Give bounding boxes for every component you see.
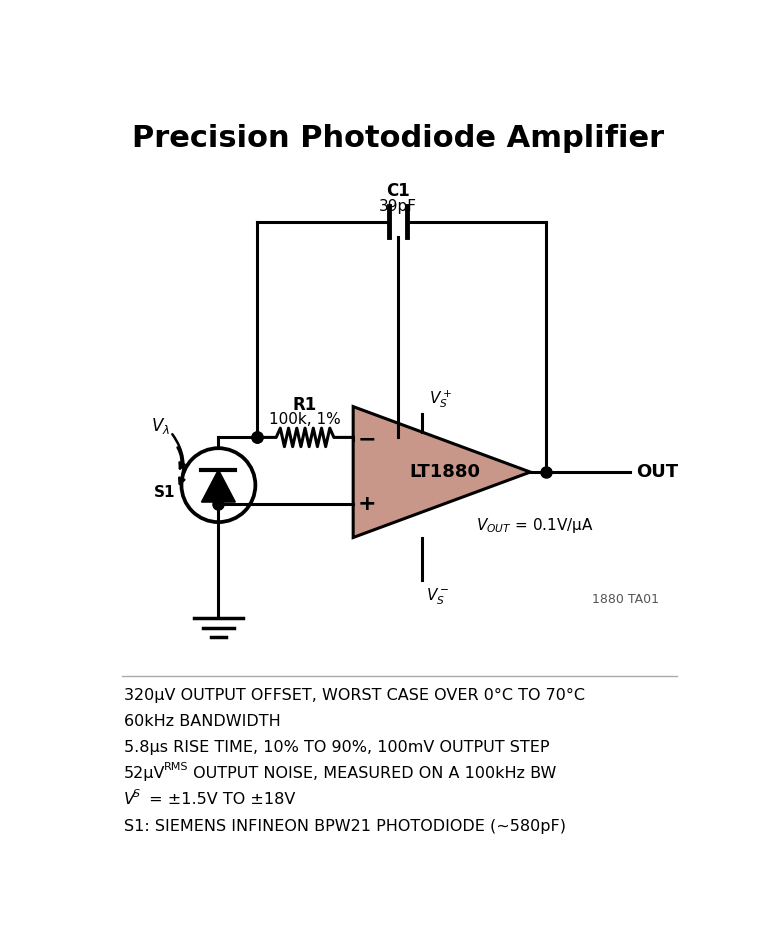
Text: 60kHz BANDWIDTH: 60kHz BANDWIDTH xyxy=(124,713,280,729)
Text: 39pF: 39pF xyxy=(379,200,416,214)
Polygon shape xyxy=(354,407,530,538)
Text: = ±1.5V TO ±18V: = ±1.5V TO ±18V xyxy=(144,792,295,808)
Text: S1: S1 xyxy=(154,485,176,501)
Text: S1: SIEMENS INFINEON BPW21 PHOTODIODE (~580pF): S1: SIEMENS INFINEON BPW21 PHOTODIODE (~… xyxy=(124,819,566,833)
Text: R1: R1 xyxy=(293,396,317,414)
Text: −: − xyxy=(357,429,376,449)
Text: $V_\lambda$: $V_\lambda$ xyxy=(152,416,170,436)
Text: $V_{OUT}$ = 0.1V/µA: $V_{OUT}$ = 0.1V/µA xyxy=(476,517,594,536)
Text: LT1880: LT1880 xyxy=(409,463,481,481)
Text: 1880 TA01: 1880 TA01 xyxy=(592,593,659,605)
Text: OUT: OUT xyxy=(636,463,678,481)
Text: S: S xyxy=(133,789,140,799)
Text: V: V xyxy=(124,792,134,808)
Text: C1: C1 xyxy=(386,182,409,200)
Text: RMS: RMS xyxy=(164,762,188,772)
Polygon shape xyxy=(201,469,235,503)
Text: $V_S^+$: $V_S^+$ xyxy=(429,389,452,410)
Text: 5.8μs RISE TIME, 10% TO 90%, 100mV OUTPUT STEP: 5.8μs RISE TIME, 10% TO 90%, 100mV OUTPU… xyxy=(124,740,549,755)
Text: Precision Photodiode Amplifier: Precision Photodiode Amplifier xyxy=(132,124,664,153)
Text: $V_S^-$: $V_S^-$ xyxy=(427,586,450,606)
Text: +: + xyxy=(357,494,376,514)
Text: OUTPUT NOISE, MEASURED ON A 100kHz BW: OUTPUT NOISE, MEASURED ON A 100kHz BW xyxy=(187,767,556,781)
Text: 52µV: 52µV xyxy=(124,767,166,781)
Text: 320μV OUTPUT OFFSET, WORST CASE OVER 0°C TO 70°C: 320μV OUTPUT OFFSET, WORST CASE OVER 0°C… xyxy=(124,688,585,703)
Text: 100k, 1%: 100k, 1% xyxy=(269,411,341,427)
